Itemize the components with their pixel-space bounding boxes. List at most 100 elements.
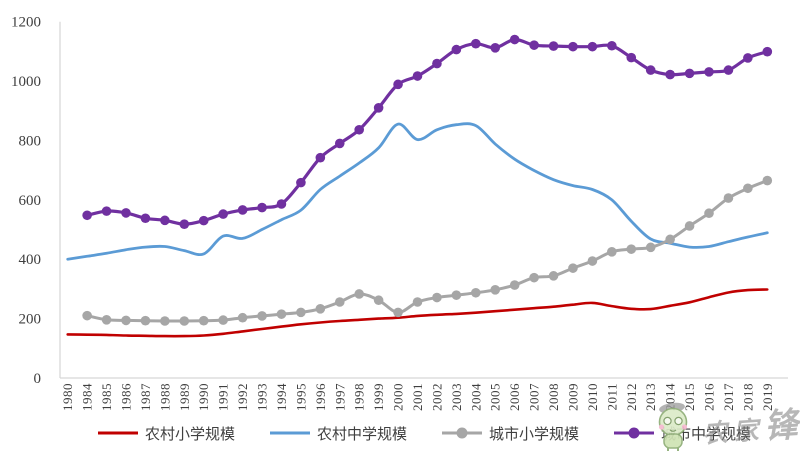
data-point-marker bbox=[276, 309, 287, 319]
data-point-marker bbox=[548, 271, 559, 281]
data-point-marker bbox=[529, 40, 539, 50]
data-point-marker bbox=[451, 290, 462, 300]
legend-item-农村中学规模: 农村中学规模 bbox=[269, 423, 407, 444]
data-point-marker bbox=[276, 199, 287, 209]
data-point-marker bbox=[607, 247, 617, 257]
data-point-marker bbox=[237, 312, 248, 323]
data-point-marker bbox=[665, 234, 675, 245]
data-point-marker bbox=[179, 219, 190, 229]
x-tick-label: 2017 bbox=[721, 383, 736, 411]
y-tick-label: 1200 bbox=[11, 15, 41, 31]
chart-legend: 农村小学规模 农村中学规模 城市小学规模 城市中学规模 bbox=[60, 420, 788, 446]
data-point-marker bbox=[393, 307, 403, 318]
data-point-marker bbox=[179, 316, 190, 326]
x-tick-label: 2000 bbox=[391, 383, 406, 411]
data-point-marker bbox=[140, 315, 151, 326]
data-point-marker bbox=[82, 210, 92, 221]
data-point-marker bbox=[334, 297, 345, 307]
x-tick-label: 1994 bbox=[274, 383, 289, 411]
data-point-marker bbox=[645, 242, 656, 253]
data-point-marker bbox=[237, 205, 248, 215]
legend-swatch bbox=[614, 427, 655, 439]
legend-label: 农村小学规模 bbox=[144, 426, 235, 443]
data-point-marker bbox=[704, 208, 714, 219]
legend-label: 城市中学规模 bbox=[661, 426, 752, 443]
y-tick-label: 800 bbox=[19, 133, 42, 149]
data-point-marker bbox=[509, 280, 520, 290]
data-point-marker bbox=[665, 69, 675, 80]
series-line-农村小学规模 bbox=[66, 288, 769, 338]
x-tick-label: 1985 bbox=[99, 383, 114, 411]
data-point-marker bbox=[723, 193, 734, 203]
data-point-marker bbox=[334, 138, 345, 149]
data-point-marker bbox=[82, 310, 92, 321]
data-point-marker bbox=[587, 256, 598, 266]
series-line-农村中学规模 bbox=[66, 122, 769, 261]
x-tick-label: 2004 bbox=[468, 383, 483, 411]
data-point-marker bbox=[218, 209, 228, 219]
data-point-marker bbox=[762, 175, 773, 186]
x-tick-label: 2002 bbox=[429, 383, 444, 411]
x-tick-label: 2016 bbox=[702, 383, 717, 411]
data-point-marker bbox=[490, 285, 501, 295]
x-tick-label: 1992 bbox=[235, 383, 250, 411]
data-point-marker bbox=[160, 316, 170, 326]
x-tick-label: 2019 bbox=[760, 383, 775, 411]
x-tick-label: 2015 bbox=[682, 383, 697, 411]
x-tick-label: 2001 bbox=[410, 383, 425, 411]
data-point-marker bbox=[432, 58, 442, 69]
legend-item-城市中学规模: 城市中学规模 bbox=[613, 423, 751, 444]
data-point-marker bbox=[121, 208, 131, 218]
x-tick-label: 2013 bbox=[643, 383, 658, 411]
x-tick-label: 2007 bbox=[527, 383, 542, 411]
x-tick-label: 2011 bbox=[604, 383, 619, 411]
data-point-marker bbox=[684, 221, 695, 231]
x-tick-label: 1995 bbox=[293, 383, 308, 411]
data-point-marker bbox=[140, 213, 151, 224]
x-tick-label: 1984 bbox=[80, 383, 95, 411]
data-point-marker bbox=[762, 46, 773, 57]
y-tick-label: 600 bbox=[19, 193, 42, 209]
x-tick-label: 2008 bbox=[546, 383, 561, 411]
data-point-marker bbox=[490, 43, 501, 53]
legend-swatch bbox=[97, 431, 138, 435]
data-point-marker bbox=[257, 202, 267, 213]
data-point-marker bbox=[743, 183, 753, 194]
x-tick-label: 1988 bbox=[157, 383, 172, 411]
x-tick-label: 1996 bbox=[313, 383, 328, 411]
legend-item-农村小学规模: 农村小学规模 bbox=[97, 423, 235, 444]
data-point-marker bbox=[548, 41, 559, 51]
data-point-marker bbox=[218, 315, 228, 325]
data-point-marker bbox=[296, 307, 306, 318]
data-point-marker bbox=[121, 315, 131, 326]
legend-item-城市小学规模: 城市小学规模 bbox=[441, 423, 579, 444]
data-point-marker bbox=[723, 65, 734, 75]
x-tick-label: 2005 bbox=[488, 383, 503, 411]
x-tick-label: 2010 bbox=[585, 383, 600, 411]
data-point-marker bbox=[373, 103, 384, 113]
data-point-marker bbox=[509, 34, 520, 45]
data-point-marker bbox=[412, 71, 423, 81]
data-point-marker bbox=[704, 67, 714, 77]
y-tick-label: 1000 bbox=[11, 74, 41, 90]
data-point-marker bbox=[354, 124, 365, 135]
x-tick-label: 2018 bbox=[740, 383, 755, 411]
data-point-marker bbox=[412, 297, 423, 307]
x-tick-label: 1999 bbox=[371, 383, 386, 411]
data-point-marker bbox=[373, 295, 384, 306]
x-tick-label: 2006 bbox=[507, 383, 522, 411]
legend-swatch bbox=[269, 431, 310, 435]
data-point-marker bbox=[432, 292, 442, 303]
legend-label: 农村中学规模 bbox=[316, 426, 407, 443]
data-point-marker bbox=[160, 215, 170, 226]
data-point-marker bbox=[451, 44, 462, 55]
data-point-marker bbox=[587, 41, 598, 52]
data-point-marker bbox=[393, 79, 403, 90]
x-tick-label: 1980 bbox=[60, 383, 75, 411]
x-tick-label: 1991 bbox=[216, 383, 231, 411]
data-point-marker bbox=[743, 53, 753, 63]
x-tick-label: 2012 bbox=[624, 383, 639, 411]
data-point-marker bbox=[471, 287, 481, 298]
x-tick-label: 1989 bbox=[177, 383, 192, 411]
